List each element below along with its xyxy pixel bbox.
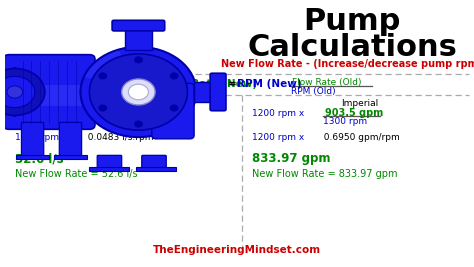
FancyBboxPatch shape (14, 85, 85, 106)
Circle shape (99, 73, 107, 79)
Circle shape (99, 105, 107, 111)
FancyBboxPatch shape (97, 155, 122, 171)
Bar (194, 82, 221, 103)
Circle shape (81, 47, 196, 137)
Text: 1200 rpm x: 1200 rpm x (252, 109, 304, 118)
Circle shape (0, 69, 45, 115)
FancyBboxPatch shape (85, 75, 105, 109)
Text: 1300 rpm: 1300 rpm (323, 117, 367, 126)
FancyBboxPatch shape (112, 20, 164, 31)
Text: 0.0483 l/s.rpm: 0.0483 l/s.rpm (82, 133, 154, 142)
Text: Calculations: Calculations (247, 33, 457, 62)
Text: 0.6950 gpm/rpm: 0.6950 gpm/rpm (318, 133, 400, 142)
FancyBboxPatch shape (152, 83, 194, 139)
Text: Pump: Pump (303, 7, 401, 36)
Text: Flow Rate (Old): Flow Rate (Old) (292, 78, 362, 87)
Text: 1200 rpm x: 1200 rpm x (252, 133, 304, 142)
Text: New Flow Rate = 52.6 l/s: New Flow Rate = 52.6 l/s (15, 169, 137, 179)
FancyBboxPatch shape (21, 122, 44, 159)
Text: =: = (228, 79, 237, 89)
Text: New Flow Rate = 833.97 gpm: New Flow Rate = 833.97 gpm (252, 169, 398, 179)
Circle shape (135, 121, 142, 127)
Wedge shape (85, 50, 138, 92)
Text: 1300 rpm: 1300 rpm (85, 117, 129, 126)
Text: New Flow Rate - (Increase/decrease pump rpm): New Flow Rate - (Increase/decrease pump … (221, 59, 474, 69)
Ellipse shape (9, 68, 20, 116)
Bar (54, 155, 87, 159)
Text: RPM (Old): RPM (Old) (291, 87, 336, 96)
Circle shape (128, 84, 148, 100)
Bar (136, 167, 176, 171)
Circle shape (90, 54, 187, 130)
Bar (125, 26, 152, 50)
Circle shape (170, 105, 178, 111)
Circle shape (122, 79, 155, 105)
Text: 833.97 gpm: 833.97 gpm (252, 152, 330, 165)
Circle shape (0, 76, 35, 108)
Text: 1200 rpm x: 1200 rpm x (15, 109, 67, 118)
Text: Imperial: Imperial (341, 99, 379, 108)
FancyBboxPatch shape (4, 55, 95, 129)
Circle shape (7, 86, 23, 98)
Text: 57 l/s: 57 l/s (87, 108, 117, 118)
Text: TheEngineeringMindset.com: TheEngineeringMindset.com (153, 245, 321, 255)
Circle shape (135, 57, 142, 63)
Bar (90, 167, 129, 171)
Text: Metric: Metric (111, 99, 139, 108)
Circle shape (170, 73, 178, 79)
Text: Formula:: Formula: (118, 79, 170, 89)
Bar (16, 155, 49, 159)
Text: 903.5 gpm: 903.5 gpm (325, 108, 383, 118)
Text: Flow Rate (New): Flow Rate (New) (160, 79, 257, 89)
FancyBboxPatch shape (210, 73, 226, 111)
Text: 1200 rpm x: 1200 rpm x (15, 133, 67, 142)
Text: RPM (New): RPM (New) (237, 79, 301, 89)
FancyBboxPatch shape (59, 122, 82, 159)
Text: 52.6 l/s: 52.6 l/s (15, 152, 64, 165)
FancyBboxPatch shape (142, 155, 166, 171)
